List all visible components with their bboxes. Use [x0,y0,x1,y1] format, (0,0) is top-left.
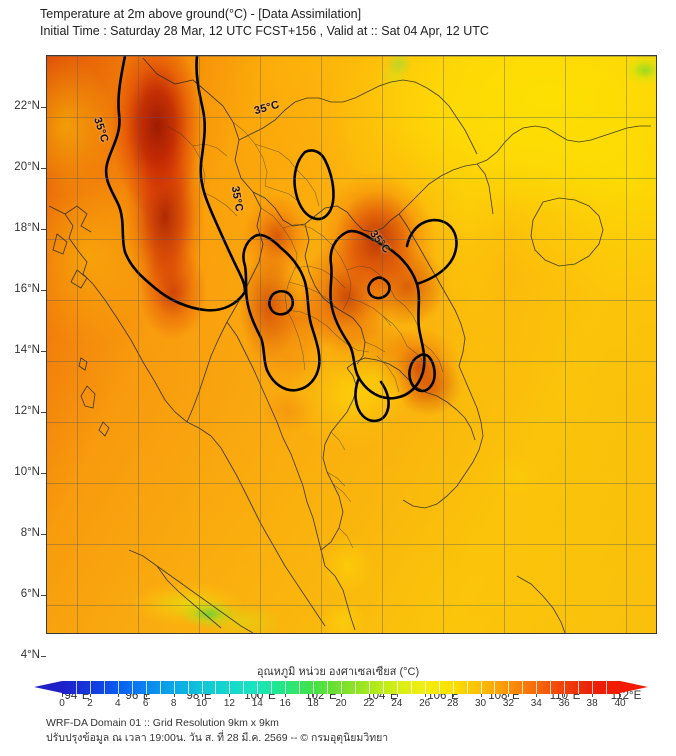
colorbar-tick-40: 40 [614,698,626,709]
map-figure: 35°C 35°C 35°C 35°C [0,52,676,702]
temperature-map-plot[interactable]: 35°C 35°C 35°C 35°C [46,55,657,634]
andaman-sea-layer [47,56,656,633]
colorbar-tickmark-6 [145,694,147,697]
colorbar-tick-labels: 0 2 4 6 8 10 12 14 16 18 20 22 24 26 28 30 32 34 36 38 40 [0,694,676,711]
colorbar-tickmark-20 [341,694,342,697]
colorbar-over-cap [620,681,648,693]
colorbar-tick-2: 2 [87,698,93,709]
colorbar-tickmark-28 [452,694,454,697]
figure-subtitle: Initial Time : Saturday 28 Mar, 12 UTC F… [40,24,489,38]
y-tick-6n: 6°N [20,588,40,600]
colorbar-tick-20: 20 [335,698,347,709]
colorbar-scale[interactable] [62,681,620,694]
southern-patches-layer [47,56,656,633]
page-title: Temperature at 2m above ground(°C) - [Da… [40,7,362,21]
colorbar-tick-16: 16 [279,698,291,709]
footer-model-info: WRF-DA Domain 01 :: Grid Resolution 9km … [46,717,279,729]
colorbar-tick-30: 30 [474,698,487,709]
colorbar-tick-36: 36 [558,698,570,709]
y-tick-8n: 8°N [20,527,40,539]
colorbar-tickmark-38 [592,694,594,697]
figure-title-block: Temperature at 2m above ground(°C) - [Da… [40,6,660,40]
colorbar-tickmark-34 [536,694,538,697]
colorbar-tickmark-32 [508,694,510,697]
colorbar-title: อุณหภูมิ หน่วย องศาเซลเซียส (°C) [256,666,420,678]
colorbar-segment-separators [62,681,620,694]
colorbar-tick-12: 12 [223,698,235,709]
colorbar-under-cap [34,681,62,693]
y-tick-4n: 4°N [20,649,40,661]
colorbar-tick-38: 38 [586,698,598,709]
colorbar-tickmark-8 [173,694,175,697]
colorbar-tickmark-40 [620,694,621,697]
colorbar-tick-32: 32 [502,698,514,709]
colorbar-tickmark-26 [424,694,426,697]
colorbar-tickmark-22 [368,694,370,697]
colorbar-tick-22: 22 [363,698,375,709]
colorbar-tickmark-24 [396,694,398,697]
colorbar-tickmark-18 [313,694,315,697]
colorbar-tickmark-4 [117,694,119,697]
footer-update-info: ปรับปรุงข้อมูล ณ เวลา 19:00น. วัน ส. ที่… [46,732,389,744]
colorbar-tick-10: 10 [195,698,208,709]
colorbar-tick-0: 0 [59,698,65,709]
sumatra-cool-layer [47,56,656,633]
colorbar-tick-14: 14 [251,698,263,709]
y-tick-16n: 16°N [14,283,40,295]
contour-35c-overlay [104,56,458,423]
colorbar-tickmark-10 [201,694,203,697]
colorbar-tickmark-2 [89,694,91,697]
colorbar-tickmark-12 [229,694,231,697]
colorbar-tickmark-36 [564,694,566,697]
colorbar: อุณหภูมิ หน่วย องศาเซลเซียส (°C) 0 2 4 6 8 10… [0,662,676,711]
colorbar-tick-34: 34 [530,698,542,709]
colorbar-tickmark-16 [285,694,287,697]
y-tick-22n: 22°N [14,100,40,112]
figure-footer: WRF-DA Domain 01 :: Grid Resolution 9km … [46,716,646,746]
colorbar-tick-24: 24 [391,698,403,709]
temperature-raster: 35°C 35°C 35°C 35°C [47,56,656,633]
colorbar-tick-18: 18 [307,698,319,709]
y-tick-14n: 14°N [14,344,40,356]
colorbar-tick-28: 28 [447,698,459,709]
colorbar-tick-4: 4 [115,698,121,709]
colorbar-tickmark-30 [480,694,482,697]
colorbar-tick-26: 26 [419,698,431,709]
colorbar-tickmark-14 [257,694,259,697]
colorbar-tickmark-0 [62,694,63,697]
y-tick-20n: 20°N [14,161,40,173]
coastline-overlay [48,57,651,633]
y-tick-12n: 12°N [14,405,40,417]
y-tick-10n: 10°N [14,466,40,478]
colorbar-tick-8: 8 [170,698,177,709]
y-tick-18n: 18°N [14,222,40,234]
colorbar-tick-6: 6 [142,698,149,709]
